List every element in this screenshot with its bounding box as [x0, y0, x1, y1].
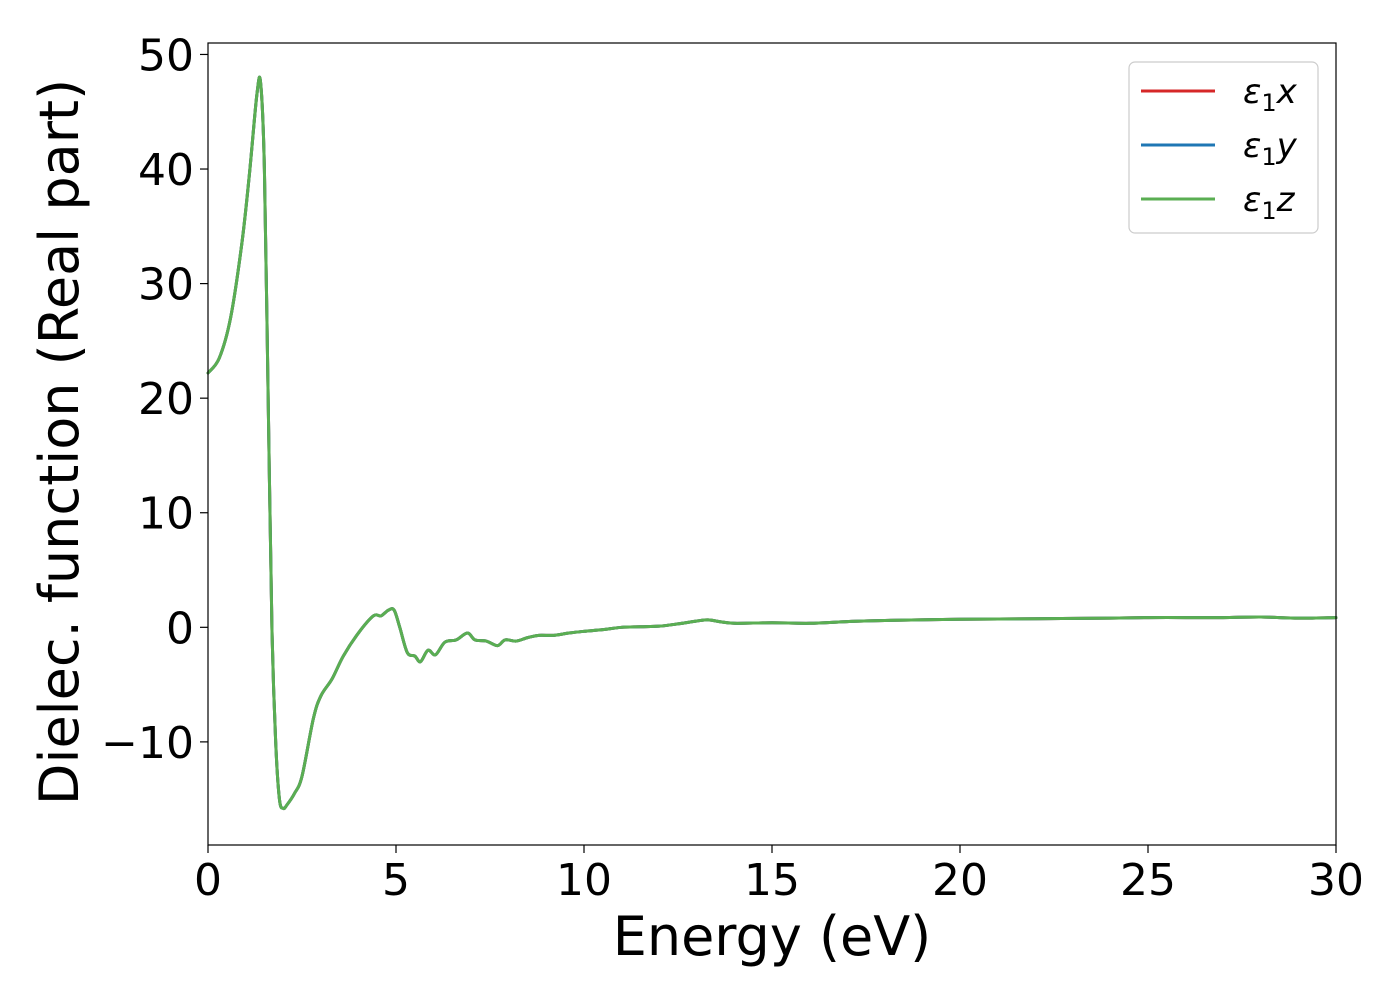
x-tick-label: 15: [744, 855, 800, 906]
plot-lines: [206, 75, 1338, 811]
x-tick-label: 30: [1308, 855, 1364, 906]
y-tick-label: −10: [101, 718, 194, 769]
x-tick-label: 0: [194, 855, 222, 906]
x-tick-label: 25: [1120, 855, 1176, 906]
x-tick-label: 20: [932, 855, 988, 906]
y-tick-label: 40: [138, 145, 194, 196]
legend-box: [1128, 61, 1319, 234]
x-axis-ticks: 0 5 10 15 20 25 30: [194, 845, 1364, 906]
x-tick-label: 10: [556, 855, 612, 906]
y-tick-label: 30: [138, 260, 194, 311]
y-tick-label: 10: [138, 489, 194, 540]
plot-frame: [207, 42, 1337, 846]
y-axis-ticks: −10 0 10 20 30 40 50: [101, 30, 208, 769]
y-tick-label: 0: [166, 603, 194, 654]
series-line-z: [206, 75, 1338, 811]
legend-label-y: ε1y: [1243, 126, 1298, 171]
y-tick-label: 50: [138, 30, 194, 81]
x-tick-label: 5: [382, 855, 410, 906]
y-tick-label: 20: [138, 374, 194, 425]
legend-label-x: ε1x: [1243, 72, 1298, 117]
legend-label-z: ε1z: [1243, 180, 1296, 225]
x-axis-title: Energy (eV): [613, 905, 932, 968]
legend: ε1x ε1y ε1z: [1128, 61, 1319, 234]
y-axis-title: Dielec. function (Real part): [28, 79, 91, 805]
